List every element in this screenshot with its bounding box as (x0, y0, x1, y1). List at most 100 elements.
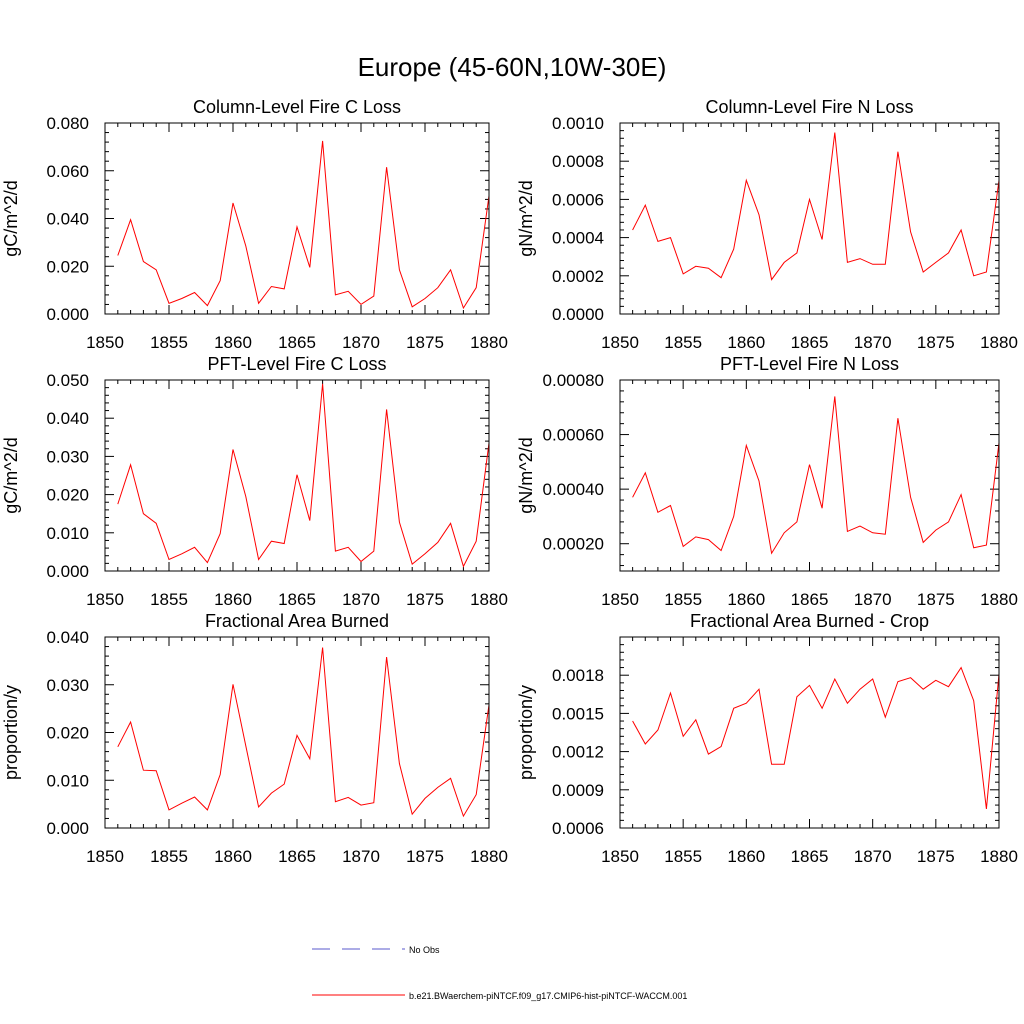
x-tick-label: 1850 (86, 847, 124, 866)
plot-frame (619, 636, 1000, 829)
x-tick-label: 1865 (278, 847, 316, 866)
plot-frame (619, 379, 1000, 572)
y-tick-label: 0.00020 (543, 535, 604, 554)
y-tick-label: 0.000 (46, 562, 89, 581)
y-tick-label: 0.030 (46, 447, 89, 466)
y-tick-label: 0.0006 (552, 819, 604, 838)
y-axis-label: gC/m^2/d (1, 180, 21, 256)
chart-panel-4: PFT-Level Fire N Loss 1850 1855 1860 1865 187… (516, 354, 1018, 609)
x-tick-label: 1865 (278, 333, 316, 352)
series-line-1 (632, 666, 1000, 809)
x-tick-label: 1870 (854, 847, 892, 866)
y-tick-label: 0.010 (46, 771, 89, 790)
x-tick-label: 1865 (791, 590, 829, 609)
x-tick-label: 1875 (406, 847, 444, 866)
x-tick-label: 1855 (150, 847, 188, 866)
x-tick-label: 1880 (470, 590, 508, 609)
x-tick-label: 1870 (854, 590, 892, 609)
x-tick-label: 1855 (664, 333, 702, 352)
y-tick-label: 0.080 (46, 114, 89, 133)
plot-frame (104, 636, 490, 829)
x-tick-label: 1875 (917, 590, 955, 609)
x-tick-label: 1850 (601, 590, 639, 609)
y-tick-label: 0.060 (46, 162, 89, 181)
y-tick-label: 0.010 (46, 524, 89, 543)
series-line-1 (117, 140, 490, 310)
y-tick-label: 0.0002 (552, 267, 604, 286)
x-tick-label: 1855 (150, 333, 188, 352)
series-line-1 (632, 132, 1000, 281)
y-tick-label: 0.0006 (552, 190, 604, 209)
y-axis-label: gN/m^2/d (516, 180, 536, 256)
y-tick-label: 0.00040 (543, 480, 604, 499)
x-tick-label: 1870 (342, 333, 380, 352)
panel-title: Column-Level Fire N Loss (705, 97, 913, 117)
x-tick-label: 1855 (664, 590, 702, 609)
y-tick-label: 0.050 (46, 371, 89, 390)
panel-title: Fractional Area Burned (205, 611, 389, 631)
x-tick-label: 1865 (791, 847, 829, 866)
y-tick-label: 0.0000 (552, 305, 604, 324)
x-tick-label: 1880 (980, 847, 1018, 866)
x-tick-label: 1850 (86, 333, 124, 352)
legend-label-model: b.e21.BWaerchem-piNTCF.f09_g17.CMIP6-his… (409, 991, 687, 1001)
chart-panel-6: Fractional Area Burned - Crop 1850 1855 186… (516, 611, 1018, 866)
legend: No Obs b.e21.BWaerchem-piNTCF.f09_g17.CM… (312, 945, 687, 1001)
x-tick-label: 1860 (214, 333, 252, 352)
x-tick-label: 1870 (342, 590, 380, 609)
legend-label-no-obs: No Obs (409, 945, 440, 955)
x-tick-label: 1855 (150, 590, 188, 609)
series-line-1 (117, 647, 490, 818)
x-tick-label: 1870 (854, 333, 892, 352)
x-tick-label: 1850 (601, 333, 639, 352)
x-tick-label: 1875 (406, 590, 444, 609)
y-axis-label: proportion/y (516, 685, 536, 780)
figure-title: Europe (45-60N,10W-30E) (358, 52, 667, 82)
x-tick-label: 1860 (727, 333, 765, 352)
y-tick-label: 0.0009 (552, 781, 604, 800)
x-tick-label: 1880 (980, 590, 1018, 609)
x-tick-label: 1880 (980, 333, 1018, 352)
plot-frame (104, 122, 490, 315)
series-line-1 (632, 396, 1000, 555)
y-tick-label: 0.040 (46, 409, 89, 428)
panel-title: Column-Level Fire C Loss (193, 97, 401, 117)
chart-panel-5: Fractional Area Burned 1850 1855 1860 1865 18… (1, 611, 508, 866)
x-tick-label: 1860 (214, 847, 252, 866)
y-tick-label: 0.0010 (552, 114, 604, 133)
y-axis-label: gC/m^2/d (1, 437, 21, 513)
y-tick-label: 0.00060 (543, 426, 604, 445)
y-tick-label: 0.0008 (552, 152, 604, 171)
y-axis-label: proportion/y (1, 685, 21, 780)
panel-title: PFT-Level Fire C Loss (207, 354, 386, 374)
plot-frame (619, 122, 1000, 315)
x-tick-label: 1865 (278, 590, 316, 609)
y-tick-label: 0.040 (46, 210, 89, 229)
y-tick-label: 0.020 (46, 486, 89, 505)
y-tick-label: 0.0004 (552, 229, 604, 248)
y-tick-label: 0.020 (46, 724, 89, 743)
x-tick-label: 1865 (791, 333, 829, 352)
panel-title: PFT-Level Fire N Loss (720, 354, 899, 374)
x-tick-label: 1860 (214, 590, 252, 609)
y-axis-label: gN/m^2/d (516, 437, 536, 513)
y-tick-label: 0.0018 (552, 666, 604, 685)
x-tick-label: 1875 (917, 847, 955, 866)
y-tick-label: 0.030 (46, 676, 89, 695)
series-line-1 (117, 383, 490, 568)
x-tick-label: 1870 (342, 847, 380, 866)
x-tick-label: 1860 (727, 590, 765, 609)
chart-panel-3: PFT-Level Fire C Loss 1850 1855 1860 1865 187… (1, 354, 508, 609)
x-tick-label: 1880 (470, 847, 508, 866)
chart-panel-1: Column-Level Fire C Loss 1850 1855 1860 1865… (1, 97, 508, 352)
x-tick-label: 1860 (727, 847, 765, 866)
chart-panel-2: Column-Level Fire N Loss 1850 1855 1860 1865… (516, 97, 1018, 352)
x-tick-label: 1875 (917, 333, 955, 352)
y-tick-label: 0.000 (46, 305, 89, 324)
x-tick-label: 1875 (406, 333, 444, 352)
y-tick-label: 0.0012 (552, 743, 604, 762)
x-tick-label: 1850 (601, 847, 639, 866)
y-tick-label: 0.020 (46, 257, 89, 276)
y-tick-label: 0.000 (46, 819, 89, 838)
